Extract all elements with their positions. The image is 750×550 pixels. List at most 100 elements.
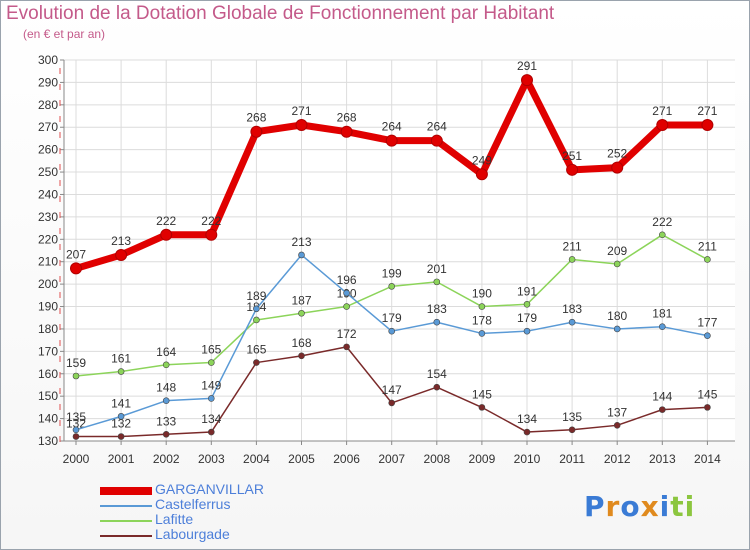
data-label-garganvillar: 271 — [291, 104, 311, 118]
data-point-castelferrus — [388, 327, 396, 335]
data-point-garganvillar — [430, 134, 443, 147]
data-label-castelferrus: 135 — [66, 410, 86, 424]
data-point-lafitte — [704, 256, 711, 263]
data-point-labourgade — [72, 433, 80, 440]
data-point-garganvillar — [521, 74, 533, 87]
data-point-labourgade — [568, 426, 576, 434]
data-label-labourgade: 137 — [607, 405, 627, 419]
y-tick-label: 140 — [38, 412, 58, 426]
data-label-labourgade: 145 — [697, 387, 717, 401]
data-point-castelferrus — [298, 251, 305, 259]
data-point-garganvillar — [250, 125, 263, 138]
x-tick-label: 2006 — [333, 452, 360, 466]
data-label-castelferrus: 181 — [652, 307, 672, 321]
data-label-castelferrus: 196 — [337, 273, 357, 287]
data-point-lafitte — [117, 368, 125, 375]
data-label-labourgade: 172 — [337, 327, 357, 341]
data-point-garganvillar — [385, 134, 398, 147]
data-point-lafitte — [433, 278, 441, 286]
data-label-labourgade: 168 — [291, 336, 311, 350]
x-tick-label: 2010 — [514, 452, 541, 466]
x-tick-label: 2005 — [288, 452, 315, 466]
data-point-lafitte — [72, 372, 80, 380]
data-label-labourgade: 145 — [472, 387, 492, 401]
data-point-castelferrus — [478, 330, 486, 337]
data-label-lafitte: 161 — [111, 352, 131, 366]
data-point-labourgade — [343, 343, 350, 351]
data-point-labourgade — [704, 404, 711, 411]
y-tick-label: 220 — [38, 232, 58, 246]
data-label-lafitte: 159 — [66, 356, 86, 370]
data-point-castelferrus — [117, 413, 125, 420]
data-point-garganvillar — [701, 118, 714, 131]
data-label-lafitte: 165 — [201, 343, 221, 357]
data-label-lafitte: 211 — [563, 239, 582, 253]
data-point-garganvillar — [611, 161, 624, 174]
data-label-castelferrus: 141 — [111, 396, 131, 410]
data-label-labourgade: 147 — [382, 383, 402, 397]
x-tick-label: 2007 — [378, 452, 405, 466]
data-label-castelferrus: 189 — [246, 289, 266, 303]
logo-letter: i — [659, 490, 671, 523]
y-tick-label: 170 — [38, 344, 58, 358]
data-point-castelferrus — [704, 332, 711, 339]
legend-swatch-garganvillar — [100, 487, 152, 495]
data-point-castelferrus — [208, 395, 215, 402]
legend-swatch-labourgade — [100, 535, 152, 537]
data-point-castelferrus — [523, 327, 531, 335]
data-point-labourgade — [208, 428, 215, 436]
data-point-labourgade — [162, 430, 170, 438]
data-point-castelferrus — [433, 318, 441, 326]
data-label-lafitte: 201 — [427, 262, 447, 276]
data-label-garganvillar: 249 — [472, 153, 492, 167]
data-point-castelferrus — [343, 289, 350, 297]
proxiti-logo: Proxiti — [584, 490, 695, 523]
data-label-lafitte: 209 — [607, 244, 627, 258]
x-tick-label: 2011 — [559, 452, 585, 466]
data-point-labourgade — [433, 383, 441, 391]
y-tick-label: 210 — [38, 255, 58, 269]
x-tick-label: 2002 — [153, 452, 180, 466]
data-label-lafitte: 190 — [472, 287, 492, 301]
data-point-castelferrus — [658, 323, 666, 331]
data-point-labourgade — [613, 422, 621, 429]
data-label-castelferrus: 179 — [517, 311, 537, 325]
legend-label-lafitte: Lafitte — [155, 511, 194, 527]
logo-letter: x — [640, 490, 660, 523]
logo-letter: i — [684, 490, 696, 523]
data-point-lafitte — [568, 256, 576, 263]
legend-label-garganvillar: GARGANVILLAR — [155, 481, 264, 497]
logo-letter: o — [620, 490, 641, 523]
data-point-labourgade — [298, 352, 305, 360]
data-label-garganvillar: 264 — [382, 120, 402, 134]
y-tick-label: 150 — [38, 389, 58, 403]
data-label-garganvillar: 252 — [607, 147, 627, 161]
data-label-garganvillar: 251 — [562, 149, 582, 163]
data-point-garganvillar — [566, 163, 579, 176]
data-point-castelferrus — [72, 426, 80, 434]
data-point-labourgade — [523, 428, 531, 436]
data-point-garganvillar — [656, 118, 669, 131]
data-label-castelferrus: 213 — [291, 235, 311, 249]
data-point-garganvillar — [160, 228, 173, 241]
data-label-labourgade: 133 — [156, 414, 176, 428]
y-tick-label: 200 — [38, 277, 58, 291]
data-point-lafitte — [298, 309, 305, 317]
data-label-labourgade: 135 — [562, 410, 582, 424]
y-tick-label: 180 — [38, 322, 58, 336]
x-tick-label: 2012 — [604, 452, 631, 466]
data-label-labourgade: 132 — [111, 417, 131, 431]
y-tick-label: 190 — [38, 300, 58, 314]
data-label-castelferrus: 177 — [697, 316, 717, 330]
data-label-labourgade: 154 — [427, 367, 447, 381]
data-label-castelferrus: 183 — [562, 302, 582, 316]
data-point-lafitte — [162, 361, 170, 369]
data-label-garganvillar: 271 — [697, 104, 717, 118]
data-label-lafitte: 222 — [652, 215, 672, 229]
y-tick-label: 230 — [38, 210, 58, 224]
data-label-labourgade: 134 — [201, 412, 221, 426]
chart-subtitle: (en € et par an) — [23, 27, 106, 41]
data-point-castelferrus — [253, 305, 260, 313]
data-point-labourgade — [117, 433, 125, 440]
data-label-garganvillar: 222 — [156, 214, 176, 228]
